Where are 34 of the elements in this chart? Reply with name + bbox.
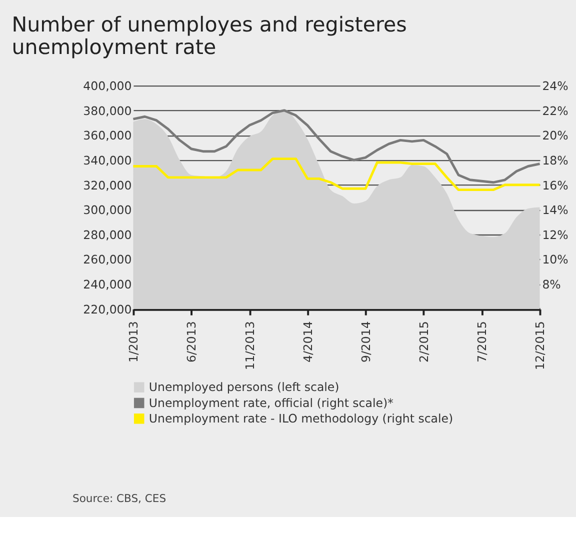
x-tick-label: 2/2015 xyxy=(417,321,432,363)
y2-tick-label: 8% xyxy=(542,278,561,292)
line-series xyxy=(132,109,541,184)
chart-title: Number of unemployes and registeres unemployment rate xyxy=(12,12,407,60)
y2-tick-label: 24% xyxy=(542,79,568,94)
y-tick-label: 220,000 xyxy=(83,302,132,316)
y-tick-label: 400,000 xyxy=(83,79,132,94)
x-tick-label: 12/2015 xyxy=(533,321,548,370)
x-tick-label: 11/2013 xyxy=(242,321,257,370)
y-tick-label: 260,000 xyxy=(83,252,132,267)
y2-tick-label: 22% xyxy=(542,104,568,118)
x-tick-label: 9/2014 xyxy=(358,321,373,363)
y-tick-label: 340,000 xyxy=(83,153,132,168)
legend-label: Unemployed persons (left scale) xyxy=(148,380,340,394)
legend-label: Unemployment rate, official (right scale)* xyxy=(148,396,394,410)
y-tick-label: 380,000 xyxy=(83,104,132,118)
y-tick-label: 280,000 xyxy=(83,228,132,242)
y2-tick-label: 10% xyxy=(542,252,568,267)
y2-tick-label: 16% xyxy=(542,178,568,192)
y-tick-label: 240,000 xyxy=(83,278,132,292)
x-tick-label: 7/2015 xyxy=(475,321,490,363)
source-note: Source: CBS, CES xyxy=(72,492,166,505)
line-series xyxy=(132,158,541,192)
x-tick-label: 4/2014 xyxy=(300,321,315,363)
y-tick-label: 360,000 xyxy=(83,128,132,143)
y-tick-label: 300,000 xyxy=(83,203,132,218)
y2-tick-label: 18% xyxy=(542,153,568,168)
y2-tick-label: 14% xyxy=(542,203,568,218)
legend-label: Unemployment rate - ILO methodology (right scale) xyxy=(148,412,454,426)
y-tick-label: 320,000 xyxy=(83,178,132,192)
x-tick-label: 1/2013 xyxy=(126,321,141,363)
x-tick-label: 6/2013 xyxy=(184,321,199,363)
y2-tick-label: 20% xyxy=(542,128,568,143)
y2-tick-label: 12% xyxy=(542,228,568,242)
